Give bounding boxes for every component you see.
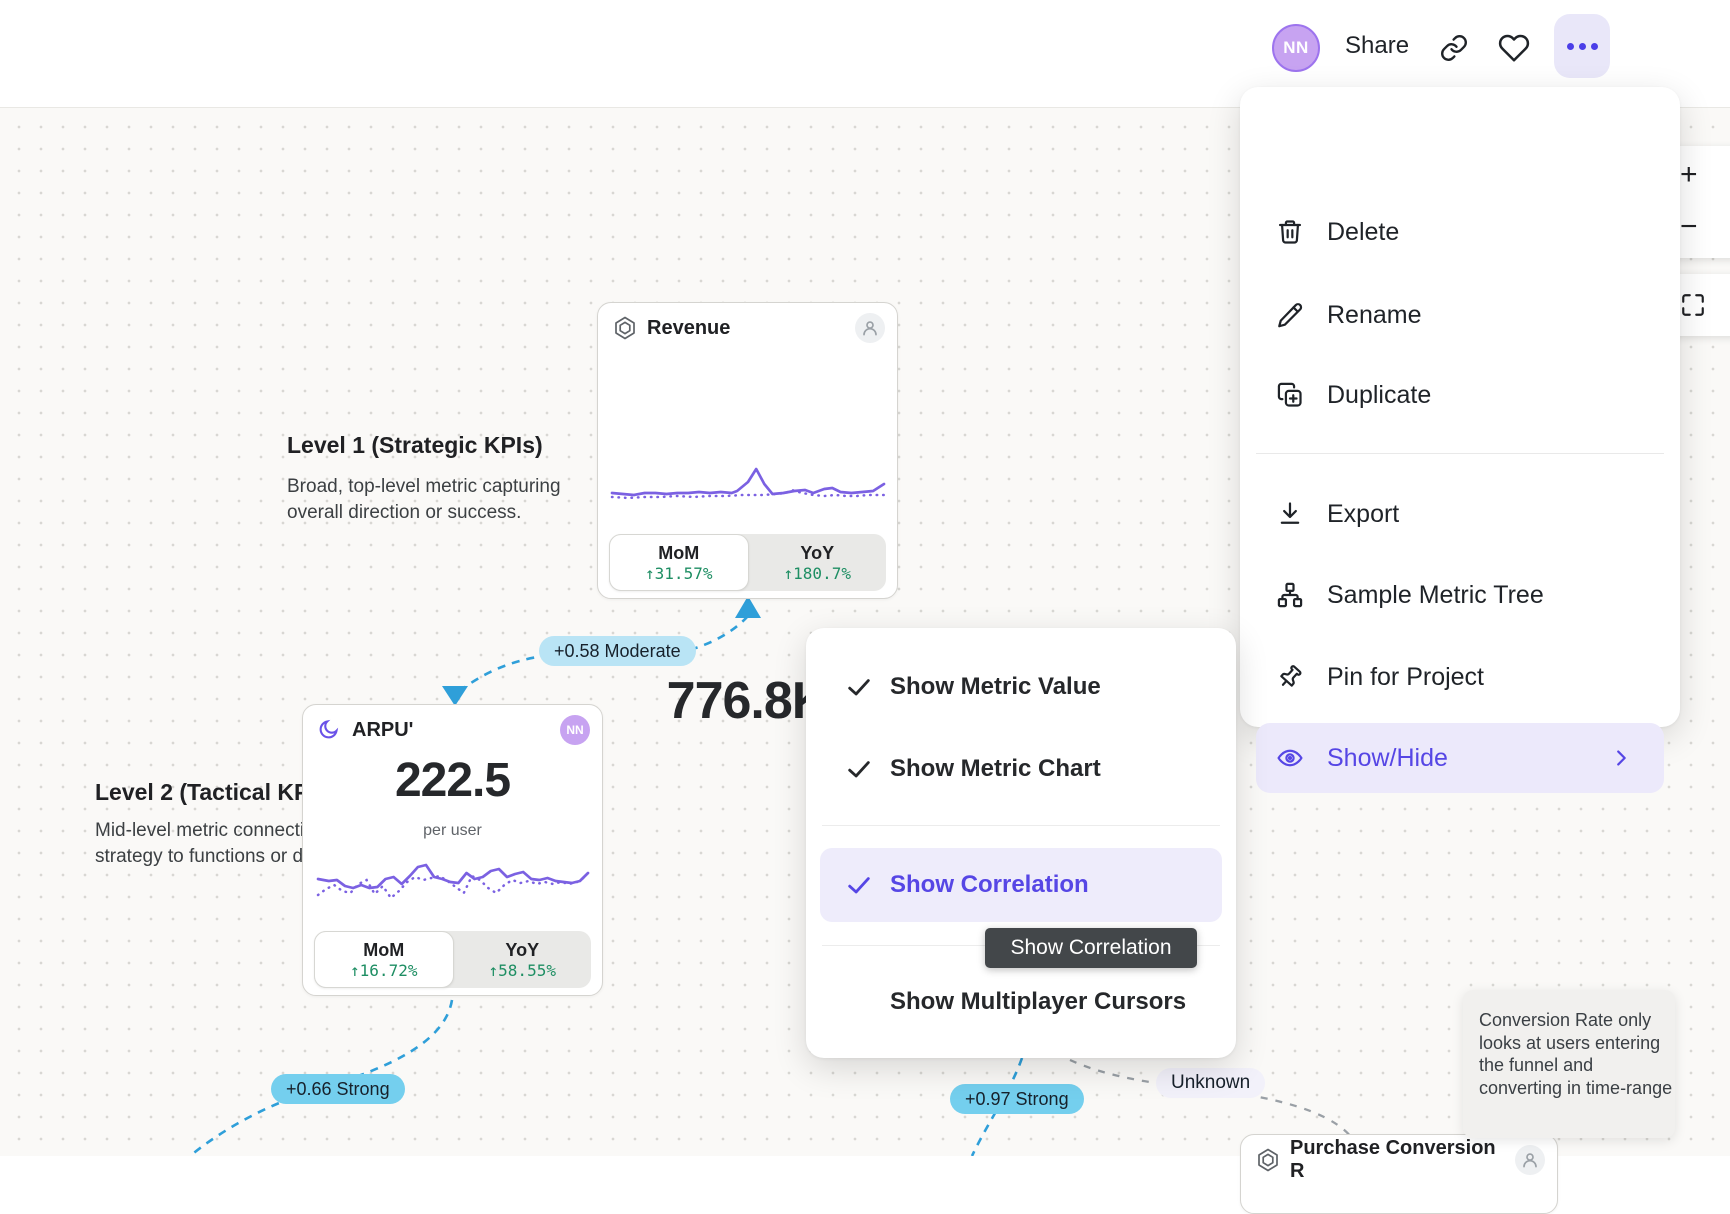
tree-icon [1276,581,1304,609]
metric-card-revenue[interactable]: Revenue 776.8K MoM ↑31.57% YoY ↑180.7% [597,302,898,730]
heart-icon [1498,34,1530,62]
hexagon-badge-icon [612,315,638,341]
chevron-right-icon [1610,747,1632,769]
conversion-rate-callout: Conversion Rate only looks at users ente… [1463,990,1675,1138]
menu-item-delete[interactable]: Delete [1256,198,1664,266]
zoom-out-button[interactable]: − [1680,210,1698,243]
zoom-in-button[interactable]: + [1680,158,1698,191]
favorite-button[interactable] [1496,30,1532,66]
menu-divider [1256,453,1664,454]
check-icon [845,673,873,701]
check-icon [845,755,873,783]
arpu-card-title: ARPU' [352,718,414,741]
submenu-item-show-metric-value[interactable]: Show Metric Value [820,651,1222,723]
purchase-card-title: Purchase Conversion R [1290,1137,1496,1182]
share-button[interactable]: Share [1345,32,1410,59]
user-avatar[interactable]: NN [1272,24,1320,72]
arrowhead-up [735,596,761,618]
revenue-mom-tab[interactable]: MoM ↑31.57% [609,534,749,591]
arpu-mom-tab[interactable]: MoM ↑16.72% [314,931,454,988]
ellipsis-icon [1566,42,1574,50]
correlation-badge-unknown: Unknown [1156,1068,1266,1098]
download-icon [1276,500,1304,528]
expand-icon [1682,294,1704,316]
revenue-yoy-change: ↑180.7% [783,563,851,583]
level1-heading: Level 1 (Strategic KPIs) [287,432,543,458]
correlation-badge-strong-2: +0.97 Strong [950,1084,1084,1114]
duplicate-icon [1276,381,1304,409]
eye-icon [1276,744,1304,772]
metric-card-purchase-conversion[interactable]: Purchase Conversion R [1240,1134,1558,1214]
arpu-value: 222.5 [394,754,511,807]
link-icon [1441,35,1467,61]
menu-item-duplicate[interactable]: Duplicate [1256,361,1664,429]
more-options-button[interactable] [1554,14,1610,78]
menu-item-export[interactable]: Export [1256,480,1664,548]
hexagon-badge-icon [1255,1147,1281,1173]
menu-item-rename[interactable]: Rename [1256,281,1664,349]
arpu-unit: per user [423,822,482,839]
revenue-card-title: Revenue [647,316,731,339]
arrowhead-down [442,686,468,706]
submenu-item-show-multiplayer-cursors[interactable]: Show Multiplayer Cursors [890,988,1187,1015]
pencil-icon [1276,301,1304,329]
copy-link-button[interactable] [1436,30,1472,66]
arpu-owner-avatar: NN [560,715,590,745]
trash-icon [1276,218,1304,246]
fit-view-button[interactable] [1666,280,1730,330]
revenue-sparkline [610,467,886,500]
person-icon [1515,1145,1545,1175]
context-menu: Delete Rename Duplicate Export Sample Me… [1240,87,1680,793]
submenu-divider [822,825,1220,826]
submenu-item-show-metric-chart[interactable]: Show Metric Chart [820,733,1222,805]
arpu-yoy-change: ↑58.55% [488,960,556,980]
level2-description: Mid-level metric connecting strategy to … [95,820,370,867]
revenue-card-header: Revenue [612,311,885,345]
connector-revenue-arpu [455,615,749,696]
metric-card-arpu[interactable]: ARPU' NN 222.5 per user MoM ↑16.72% YoY … [302,704,603,996]
moon-icon [317,717,343,743]
correlation-badge-strong-1: +0.66 Strong [271,1074,405,1104]
level1-description: Broad, top-level metric capturing overal… [287,476,561,523]
arpu-sparkline [316,863,590,900]
revenue-mom-change: ↑31.57% [645,563,713,583]
level2-heading: Level 2 (Tactical KPIs) [95,779,337,805]
pin-icon [1276,663,1304,691]
menu-item-show-hide[interactable]: Show/Hide [1256,723,1664,793]
menu-item-sample-metric-tree[interactable]: Sample Metric Tree [1256,561,1664,629]
purchase-card-header: Purchase Conversion R [1255,1137,1545,1182]
show-correlation-tooltip: Show Correlation [985,928,1197,968]
revenue-yoy-tab[interactable]: YoY ↑180.7% [783,542,851,583]
revenue-period-toggle: MoM ↑31.57% YoY ↑180.7% [609,534,886,591]
arpu-card-header: ARPU' NN [317,713,590,747]
revenue-value: 776.8K [666,672,830,730]
submenu-item-show-correlation[interactable]: Show Correlation [820,848,1222,922]
arpu-period-toggle: MoM ↑16.72% YoY ↑58.55% [314,931,591,988]
correlation-badge-moderate: +0.58 Moderate [539,636,696,666]
menu-item-pin-for-project[interactable]: Pin for Project [1256,643,1664,711]
arpu-mom-change: ↑16.72% [350,960,418,980]
check-icon [845,871,873,899]
show-hide-submenu: Show Metric Value Show Metric Chart Show… [806,628,1236,1058]
arpu-yoy-tab[interactable]: YoY ↑58.55% [488,939,556,980]
top-bar: NN Share [0,0,1730,107]
person-icon [855,313,885,343]
